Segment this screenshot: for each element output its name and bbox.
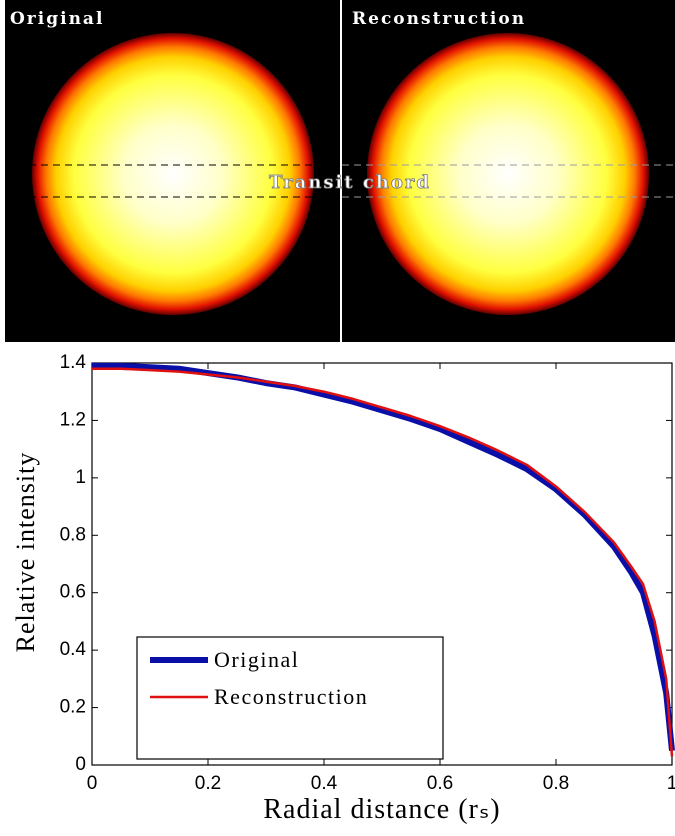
y-tick-label: 0.8 xyxy=(60,524,86,545)
y-tick-label: 0 xyxy=(75,754,86,775)
x-tick-label: 0.8 xyxy=(543,773,569,794)
panel-title: Original xyxy=(10,9,104,29)
y-tick-label: 0.2 xyxy=(60,697,86,718)
y-tick-label: 0.4 xyxy=(60,639,87,660)
legend-label: Original xyxy=(214,647,299,672)
y-axis-label: Relative intensity xyxy=(11,452,40,653)
y-tick-label: 1.4 xyxy=(60,352,87,373)
line-series xyxy=(92,367,674,757)
x-tick-label: 0 xyxy=(87,773,98,794)
y-tick-label: 0.6 xyxy=(60,582,86,603)
x-tick-label: 0.4 xyxy=(311,773,338,794)
annotation: Transit chord xyxy=(269,172,431,193)
x-tick-label: 0.2 xyxy=(195,773,221,794)
reconstructed-disk xyxy=(367,33,649,315)
image-panels: Original Reconstruction Transit chord xyxy=(5,0,675,342)
legend-label: Reconstruction xyxy=(214,684,368,709)
line-series xyxy=(92,362,675,751)
panel-title: Reconstruction xyxy=(352,9,526,29)
x-tick-label: 0.6 xyxy=(427,773,453,794)
original-disk xyxy=(32,33,314,315)
y-tick-label: 1 xyxy=(75,467,86,488)
x-axis-label: Radial distance (rₛ) xyxy=(263,794,500,825)
x-tick-label: 1 xyxy=(667,773,675,794)
y-tick-label: 1.2 xyxy=(60,409,86,430)
